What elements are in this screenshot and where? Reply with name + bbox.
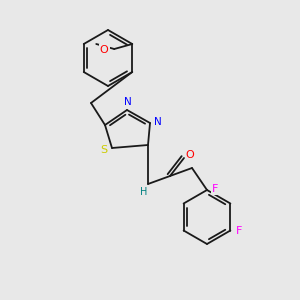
Text: S: S (100, 145, 108, 155)
Text: N: N (124, 97, 132, 107)
Text: F: F (212, 184, 218, 194)
Text: N: N (154, 117, 162, 127)
Text: H: H (140, 187, 148, 197)
Text: F: F (236, 226, 243, 236)
Text: O: O (100, 45, 109, 55)
Text: O: O (186, 150, 194, 160)
